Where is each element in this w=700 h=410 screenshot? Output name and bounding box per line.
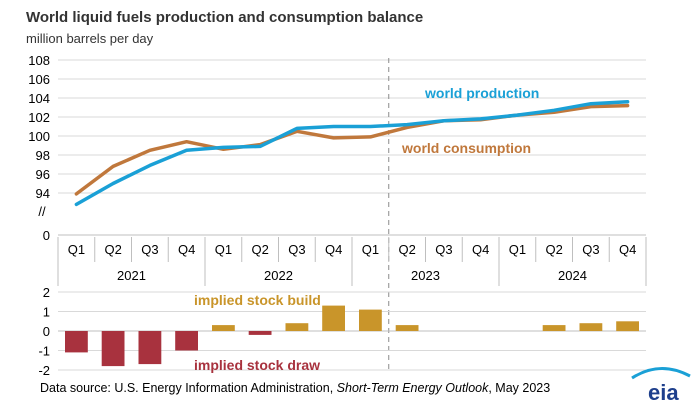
data-source-title: Short-Term Energy Outlook [337, 381, 489, 395]
top-y-tick-label: 98 [36, 148, 50, 163]
axis-break-symbol: // [38, 204, 46, 219]
category-tick-label: Q4 [619, 242, 636, 257]
category-tick-label: Q4 [472, 242, 489, 257]
top-y-tick-label: 106 [28, 72, 50, 87]
stock-build-bar [616, 321, 639, 332]
stock-draw-bar [101, 331, 125, 367]
world-consumption-line [74, 103, 630, 196]
bottom-y-axis: -2 -1 0 1 2 [38, 285, 50, 378]
category-tick-label: Q3 [141, 242, 158, 257]
stock-build-bar [359, 309, 382, 331]
stock-draw-bar [248, 331, 272, 335]
stock-build-bar [285, 323, 309, 331]
category-tick-label: Q3 [288, 242, 305, 257]
category-tick-label: Q2 [398, 242, 415, 257]
line-series-group [74, 100, 630, 207]
top-y-tick-label: 100 [28, 129, 50, 144]
data-source-suffix: , May 2023 [488, 381, 550, 395]
top-y-tick-label: 96 [36, 167, 50, 182]
data-source: Data source: U.S. Energy Information Adm… [40, 381, 550, 395]
top-y-tick-label: 102 [28, 110, 50, 125]
category-tick-label: Q3 [582, 242, 599, 257]
eia-logo-text: eia [648, 380, 679, 405]
bottom-y-tick-label: 1 [43, 305, 50, 320]
category-tick-label: Q1 [362, 242, 379, 257]
world-production-line [74, 100, 630, 207]
top-y-tick-label: 94 [36, 186, 50, 201]
top-y-tick-label-zero: 0 [43, 228, 50, 243]
world-production-label: world production [424, 85, 539, 101]
category-axis: Q1 Q2 Q3 Q4 Q1 Q2 Q3 Q4 Q1 Q2 Q3 Q4 Q1 Q2 Q3 Q4 2021 2022… [57, 237, 647, 286]
stock-build-bar [322, 305, 345, 331]
stock-draw-bar [175, 331, 198, 351]
stock-draw-bar [65, 331, 88, 353]
data-source-prefix: Data source: U.S. Energy Information Adm… [40, 381, 337, 395]
category-tick-label: Q4 [178, 242, 195, 257]
year-label: 2024 [558, 268, 587, 283]
category-tick-label: Q3 [435, 242, 452, 257]
stock-build-bar [579, 323, 603, 331]
category-tick-label: Q4 [325, 242, 342, 257]
eia-logo-swoosh [631, 366, 691, 380]
category-tick-label: Q2 [545, 242, 562, 257]
bottom-y-tick-label: 2 [43, 285, 50, 300]
y-axis-unit-label: million barrels per day [26, 31, 154, 46]
top-y-axis: 94 96 98 100 102 104 106 108 0 // [28, 53, 50, 243]
stock-build-bar [212, 325, 235, 331]
top-y-tick-label: 104 [28, 91, 50, 106]
top-gridlines [58, 59, 646, 236]
stock-build-label: implied stock build [194, 292, 321, 308]
bar-series-group [65, 305, 639, 367]
chart-title: World liquid fuels production and consum… [26, 9, 423, 26]
eia-logo: eia [631, 366, 691, 405]
category-tick-label: Q1 [68, 242, 85, 257]
category-tick-label: Q1 [509, 242, 526, 257]
category-tick-label: Q2 [251, 242, 268, 257]
bar-labels: implied stock build implied stock draw [194, 292, 321, 373]
stock-draw-bar [138, 331, 162, 365]
category-tick-label: Q1 [215, 242, 232, 257]
stock-draw-label: implied stock draw [194, 357, 320, 373]
category-tick-label: Q2 [104, 242, 121, 257]
stock-build-bar [395, 325, 419, 331]
series-labels: world production world consumption [401, 85, 539, 156]
year-label: 2021 [117, 268, 146, 283]
stock-build-bar [542, 325, 566, 331]
bottom-y-tick-label: -1 [38, 344, 50, 359]
bottom-y-tick-label: 0 [43, 324, 50, 339]
year-label: 2023 [411, 268, 440, 283]
bottom-y-tick-label: -2 [38, 363, 50, 378]
world-consumption-label: world consumption [401, 140, 531, 156]
year-label: 2022 [264, 268, 293, 283]
top-y-tick-label: 108 [28, 53, 50, 68]
